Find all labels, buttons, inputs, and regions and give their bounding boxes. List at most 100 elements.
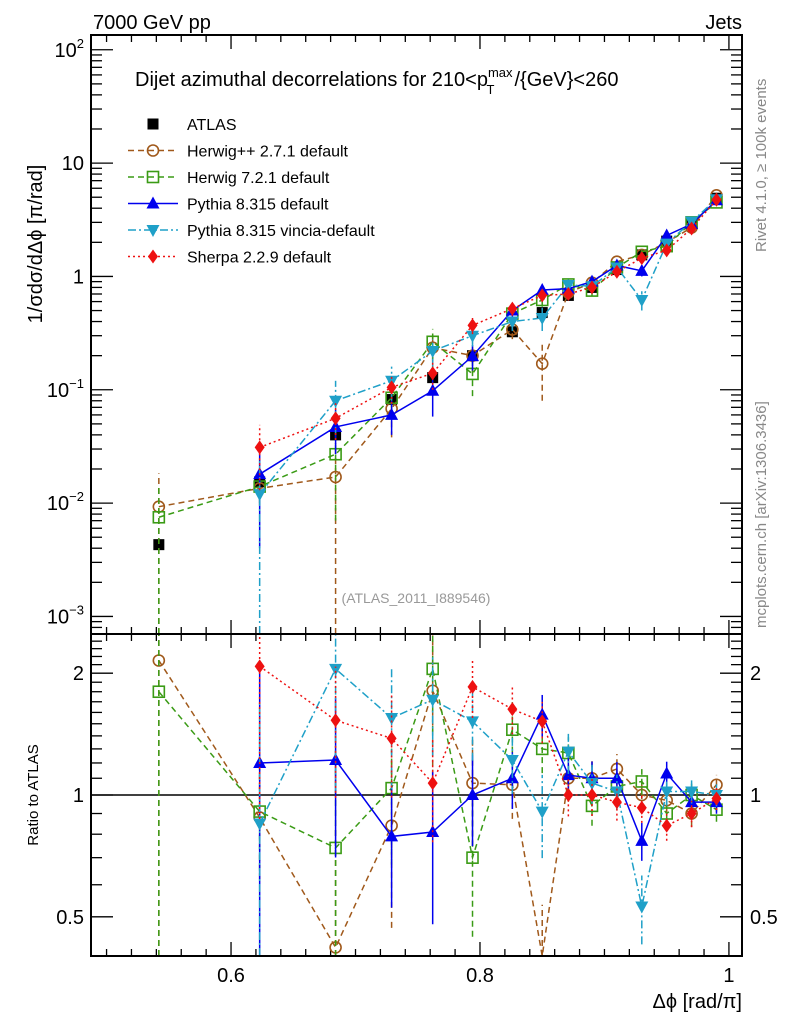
- y-axis-label: 1/σdσ/dΔϕ [π/rad]: [25, 165, 47, 324]
- ratio-point: [467, 679, 478, 694]
- data-point: [426, 345, 440, 358]
- series-sherpa-2-2-9-default: [254, 192, 722, 491]
- legend-label: Pythia 8.315 default: [187, 197, 329, 214]
- legend-label: Pythia 8.315 vincia-default: [187, 223, 375, 240]
- ratio-point: [711, 791, 722, 806]
- ratio-series-sherpa-2-2-9-default: [254, 634, 722, 843]
- legend: ATLAS Herwig++ 2.7.1 default Herwig 7.2.1 …: [128, 117, 375, 267]
- ratio-point: [466, 716, 480, 729]
- data-point: [635, 263, 649, 276]
- data-point: [535, 357, 549, 370]
- ratio-line: [158, 666, 717, 861]
- series-line: [259, 199, 718, 475]
- data-point: [329, 419, 343, 432]
- ratio-point: [535, 806, 549, 819]
- title-tail: /{GeV}<260: [514, 69, 618, 91]
- ratio-point: [505, 755, 519, 768]
- data-point: [385, 407, 399, 420]
- legend-marker: [147, 118, 159, 130]
- series-pythia-8-315-default: [253, 193, 723, 549]
- data-point: [506, 326, 518, 338]
- legend-label: Sherpa 2.2.9 default: [187, 250, 332, 267]
- ratio-point: [152, 685, 166, 699]
- ratio-point: [466, 851, 479, 864]
- data-point: [537, 288, 548, 303]
- data-point: [467, 318, 478, 333]
- data-point: [611, 264, 622, 279]
- y-tick-label: 10: [62, 153, 84, 175]
- ratio-point: [635, 833, 649, 846]
- data-point: [466, 349, 480, 362]
- chart-title: Dijet azimuthal decorrelations for 210<p…: [135, 65, 618, 97]
- data-point: [329, 395, 343, 408]
- legend-item: Herwig 7.2.1 default: [128, 170, 330, 187]
- legend-item: Pythia 8.315 vincia-default: [128, 223, 375, 240]
- ratio-line: [259, 665, 717, 827]
- data-point: [661, 243, 672, 258]
- title-main: Dijet azimuthal decorrelations for 210<p: [135, 69, 488, 91]
- ratio-point: [635, 901, 649, 914]
- data-point: [254, 440, 265, 455]
- ratio-point: [427, 776, 438, 791]
- legend-marker: [146, 144, 160, 157]
- legend-item: Herwig++ 2.7.1 default: [128, 144, 349, 161]
- data-point: [427, 366, 438, 381]
- legend-label: ATLAS: [187, 117, 237, 134]
- data-point: [587, 280, 598, 295]
- data-point: [636, 251, 647, 266]
- x-axis-label: Δϕ [rad/π]: [653, 991, 743, 1013]
- data-point: [153, 539, 165, 551]
- y-tick-label: 10−1: [47, 376, 84, 402]
- ratio-point: [329, 753, 343, 766]
- ratio-line: [158, 660, 718, 957]
- ratio-tick-label-right: 1: [750, 785, 761, 807]
- ratio-line: [258, 667, 717, 907]
- ratio-point: [537, 714, 548, 729]
- ratio-point: [386, 731, 397, 746]
- data-point: [330, 411, 341, 426]
- ratio-point: [660, 786, 674, 799]
- ratio-point: [563, 788, 574, 802]
- data-point: [635, 294, 649, 307]
- title-sub: T: [487, 82, 495, 97]
- y-tick-label: 10−2: [47, 489, 84, 515]
- legend-item: Sherpa 2.2.9 default: [128, 249, 332, 267]
- legend-label: Herwig 7.2.1 default: [187, 170, 330, 187]
- data-point: [686, 221, 697, 236]
- ratio-tick-label-left: 0.5: [56, 907, 84, 929]
- y-tick-label: 10−3: [47, 602, 84, 628]
- data-point: [386, 380, 397, 395]
- ratio-tick-label-right: 0.5: [750, 907, 778, 929]
- legend-marker: [146, 196, 160, 209]
- side-label-top: Rivet 4.1.0, ≥ 100k events: [753, 79, 770, 252]
- x-tick-label: 1: [723, 965, 734, 987]
- data-point: [466, 330, 480, 343]
- ratio-point: [561, 768, 575, 781]
- legend-item: Pythia 8.315 default: [128, 196, 329, 214]
- data-point: [329, 470, 342, 484]
- ratio-point: [636, 800, 647, 815]
- ratio-plot-frame: [90, 633, 743, 957]
- ratio-point: [611, 795, 622, 810]
- series-line: [259, 198, 717, 495]
- ratio-line: [259, 712, 717, 844]
- ratio-tick-label-left: 1: [73, 785, 84, 807]
- ratio-point: [635, 775, 649, 788]
- data-point: [507, 301, 518, 316]
- ratio-point: [507, 702, 518, 717]
- data-point: [505, 316, 519, 329]
- ratio-point: [685, 786, 699, 799]
- y-tick-label: 102: [55, 36, 84, 62]
- ratio-point: [661, 818, 672, 833]
- ratio-point: [561, 746, 575, 759]
- svg-text:Dijet azimuthal decorrelations: Dijet azimuthal decorrelations for 210<p…: [135, 65, 618, 97]
- ratio-tick-label-right: 2: [750, 663, 761, 685]
- ratio-point: [686, 806, 697, 821]
- ratio-series-pythia-8-315-vincia-default: [253, 634, 723, 956]
- side-label-bottom: mcplots.cern.ch [arXiv:1306.3436]: [753, 401, 770, 628]
- ratio-point: [610, 786, 624, 799]
- ratio-point: [587, 788, 598, 802]
- header-right: Jets: [705, 12, 742, 34]
- data-point: [152, 510, 166, 524]
